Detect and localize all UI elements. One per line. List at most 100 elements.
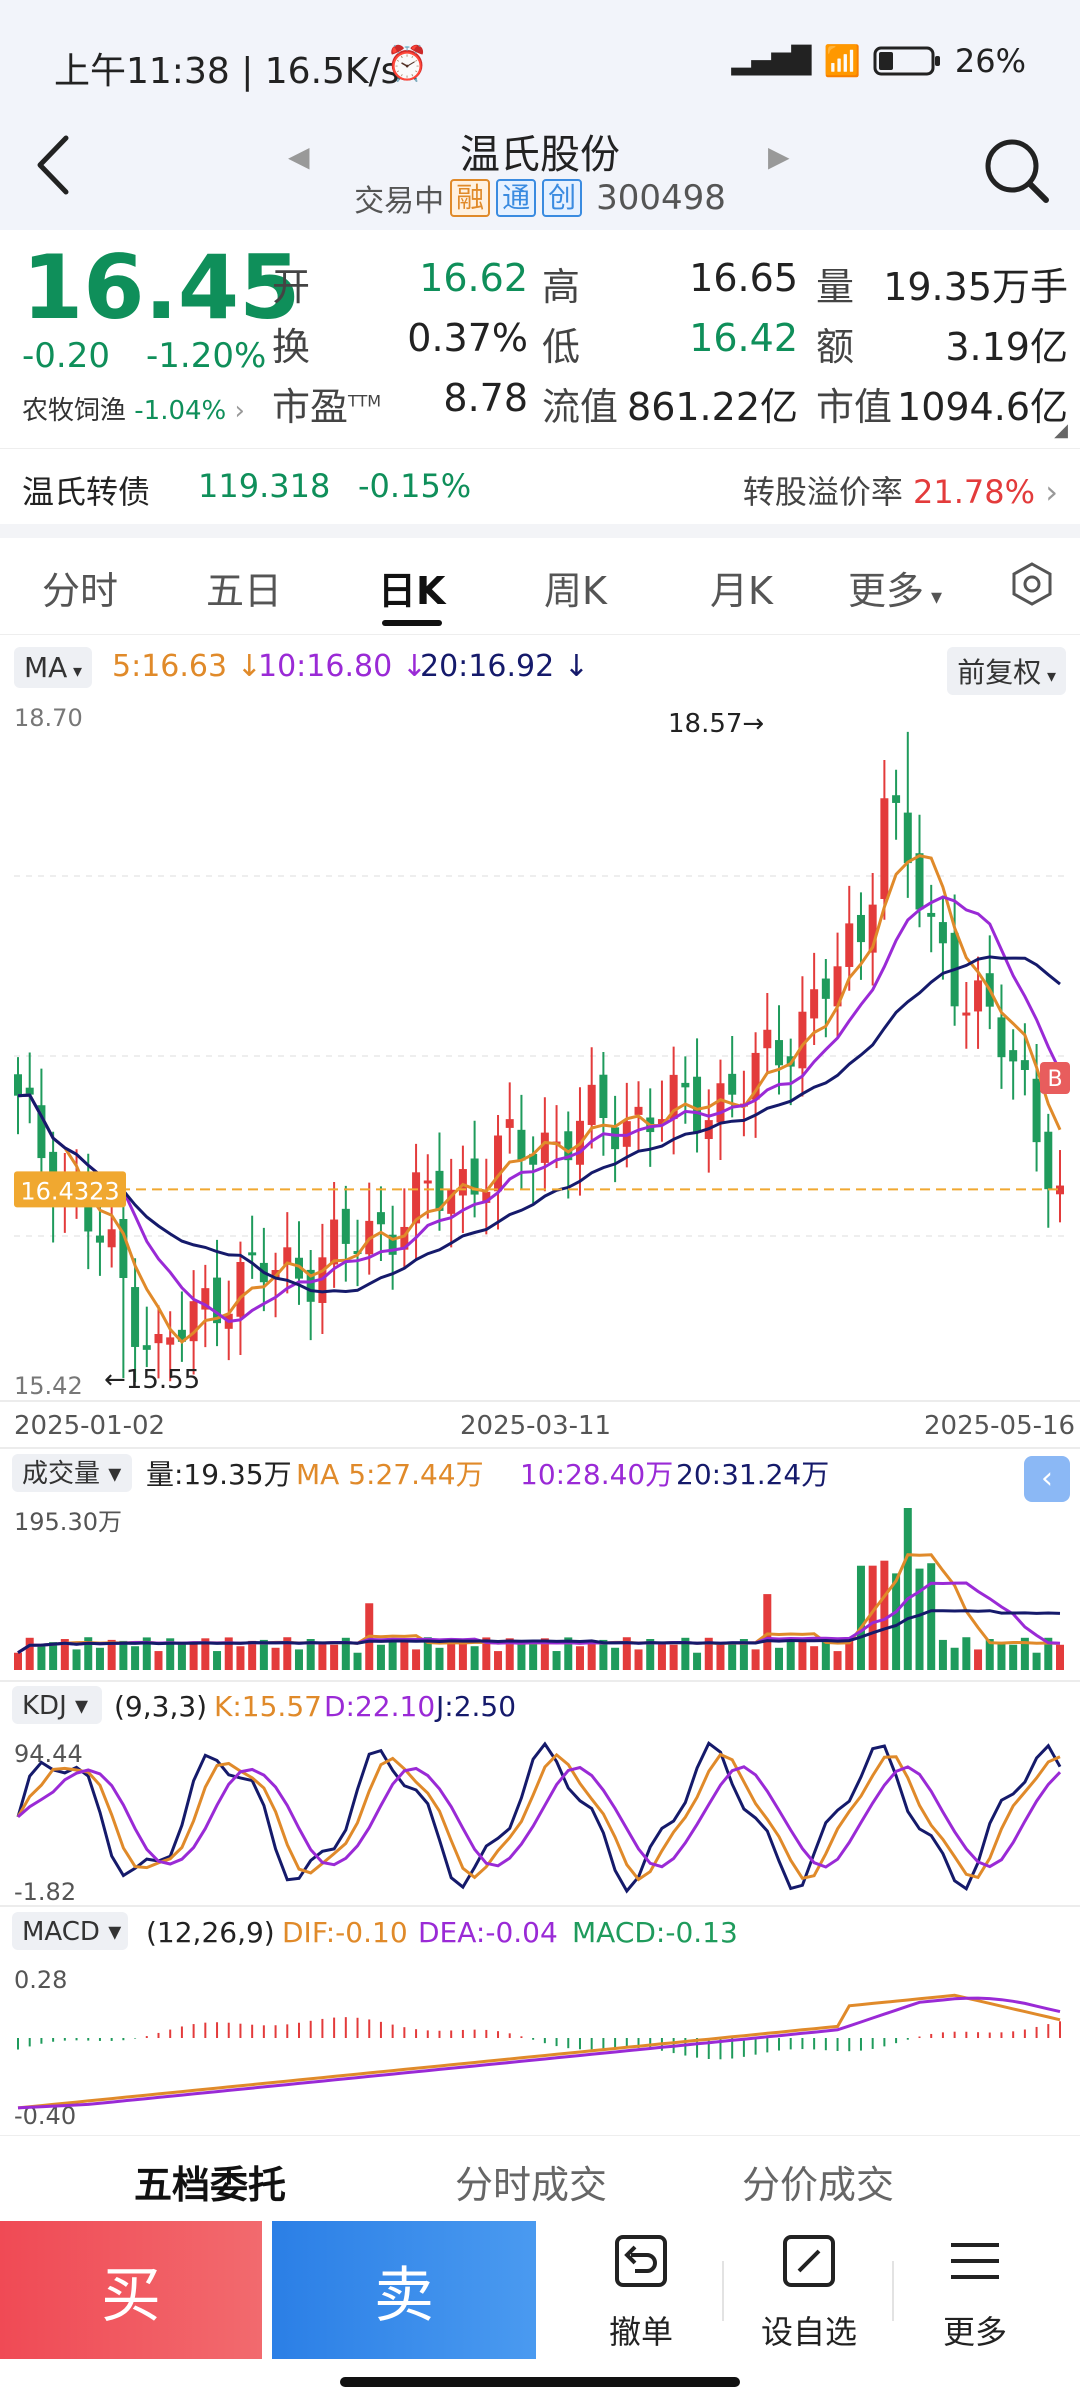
kdj-d: D:22.10 xyxy=(324,1690,435,1723)
buy-marker xyxy=(1040,1062,1070,1094)
candle-body xyxy=(657,1119,666,1125)
candle-body xyxy=(213,1277,222,1324)
macd-params: (12,26,9) xyxy=(146,1916,275,1949)
volume-bar xyxy=(283,1637,292,1670)
tab-price-trades[interactable]: 分价成交 xyxy=(742,2163,895,2207)
quote-label: 市值 xyxy=(816,385,893,429)
cancel-order-button[interactable]: 撤单 xyxy=(576,2231,706,2359)
candle-body xyxy=(681,1082,690,1088)
volume-bar xyxy=(833,1651,842,1670)
ma5-text: 5:16.63 xyxy=(112,649,228,684)
quote-value: 0.37% xyxy=(407,316,528,360)
candle-body xyxy=(751,1052,760,1100)
sell-button[interactable]: 卖 xyxy=(272,2221,536,2359)
quote-label: 量 xyxy=(816,265,855,309)
tab-level5[interactable]: 五档委托 xyxy=(134,2163,287,2207)
tab-monthly-k[interactable]: 月K xyxy=(710,569,773,613)
candle-body xyxy=(611,1127,620,1150)
trading-status: 交易中 xyxy=(354,184,445,219)
candle-body xyxy=(306,1269,315,1302)
volume-bar xyxy=(517,1643,526,1670)
volume-bar xyxy=(447,1639,456,1670)
tab-intraday[interactable]: 分时 xyxy=(42,569,119,613)
current-price-label: 16.4323 xyxy=(20,1177,119,1205)
volume-bar xyxy=(622,1637,631,1670)
volume-bar xyxy=(728,1642,737,1670)
tab-five-day[interactable]: 五日 xyxy=(206,569,283,613)
volume-bar xyxy=(142,1637,151,1670)
macd-max-label: 0.28 xyxy=(14,1966,67,1994)
add-watchlist-button[interactable]: 设自选 xyxy=(744,2231,874,2359)
search-button[interactable] xyxy=(976,130,1056,210)
candle-body xyxy=(435,1170,444,1211)
chart-tabs: 分时 五日 日K 周K 月K 更多 ▾ xyxy=(0,538,1080,634)
quote-value: 861.22亿 xyxy=(627,385,798,429)
volume-bar xyxy=(564,1637,573,1670)
volume-bar xyxy=(587,1640,596,1670)
volume-bar xyxy=(1044,1637,1053,1670)
tab-weekly-k[interactable]: 周K xyxy=(544,569,607,613)
volume-bar xyxy=(693,1652,702,1670)
volume-bar xyxy=(575,1646,584,1670)
collapse-button-bg xyxy=(1024,1456,1070,1502)
stock-chart[interactable]: 16.4323 18.70 15.42 18.57→ ←15.55 B 2025-01-02… xyxy=(0,696,1080,2136)
volume-bar xyxy=(1056,1644,1064,1670)
candle-body xyxy=(376,1212,385,1225)
collapse-arrow-icon: ‹ xyxy=(1041,1461,1053,1496)
candle-body xyxy=(1009,1050,1018,1062)
buy-button[interactable]: 买 xyxy=(0,2221,262,2359)
candle-body xyxy=(810,989,819,1019)
battery-icon xyxy=(873,46,940,76)
sector-link[interactable]: 农牧饲渔 -1.04% › xyxy=(22,390,245,427)
volume-bar xyxy=(177,1643,186,1670)
candle-body xyxy=(1032,1078,1041,1143)
volume-bar xyxy=(868,1565,877,1670)
more-button[interactable]: 更多 xyxy=(910,2231,1040,2359)
volume-bar xyxy=(95,1647,104,1670)
expand-corner-icon[interactable]: ◢ xyxy=(1054,420,1068,441)
ma-selector[interactable]: MA ▾ xyxy=(14,647,93,688)
candle-body xyxy=(856,914,865,943)
candle-body xyxy=(154,1334,163,1344)
bond-pct: -0.15% xyxy=(358,467,472,505)
dropdown-icon: ▾ xyxy=(924,585,943,610)
volume-bar xyxy=(775,1647,784,1670)
candle-body xyxy=(517,1129,526,1161)
premium-label: 转股溢价率 xyxy=(742,473,903,511)
volume-bar xyxy=(1032,1652,1041,1670)
y-min-label: 15.42 xyxy=(14,1372,83,1400)
volume-bar xyxy=(810,1646,819,1670)
volume-bar xyxy=(154,1651,163,1670)
quote-label: 低 xyxy=(542,325,581,369)
volume-bar xyxy=(646,1639,655,1670)
candle-body xyxy=(775,1040,784,1066)
macd-dif-line xyxy=(17,1993,1061,2110)
prev-stock-arrow[interactable]: ◀ xyxy=(288,140,310,173)
tab-tick-trades[interactable]: 分时成交 xyxy=(455,2163,608,2207)
volume-bar xyxy=(166,1638,175,1670)
tab-daily-k[interactable]: 日K xyxy=(378,569,446,613)
volume-bar xyxy=(248,1640,257,1670)
stock-header: ◀ 温氏股份 ▶ 交易中 融 通 创 300498 xyxy=(0,120,1080,230)
quote-label: 高 xyxy=(542,265,581,309)
volume-bar xyxy=(482,1637,491,1670)
quote-value: 1094.6亿 xyxy=(897,385,1068,429)
next-stock-arrow[interactable]: ▶ xyxy=(768,140,790,173)
ma10-text: 10:16.80 xyxy=(258,649,393,684)
volume-ma20-line xyxy=(17,1609,1061,1654)
quote-value: 19.35万手 xyxy=(883,265,1068,309)
volume-bar xyxy=(915,1568,924,1670)
candle-body xyxy=(37,1105,46,1159)
adjust-selector[interactable]: 前复权 ▾ xyxy=(947,647,1066,695)
back-button[interactable] xyxy=(18,130,88,210)
volume-bar xyxy=(271,1647,280,1670)
settings-hex-icon[interactable] xyxy=(1008,560,1056,608)
tab-more[interactable]: 更多 ▾ xyxy=(848,560,942,615)
premium-value: 21.78% xyxy=(913,473,1036,511)
convertible-bond-row[interactable]: 温氏转债 119.318 -0.15% 转股溢价率 21.78% › xyxy=(0,448,1080,524)
candle-body xyxy=(821,978,830,999)
candle-body xyxy=(248,1252,257,1256)
candle-body xyxy=(938,922,947,944)
candle-body xyxy=(564,1131,573,1161)
last-price: 16.45 xyxy=(22,236,301,339)
